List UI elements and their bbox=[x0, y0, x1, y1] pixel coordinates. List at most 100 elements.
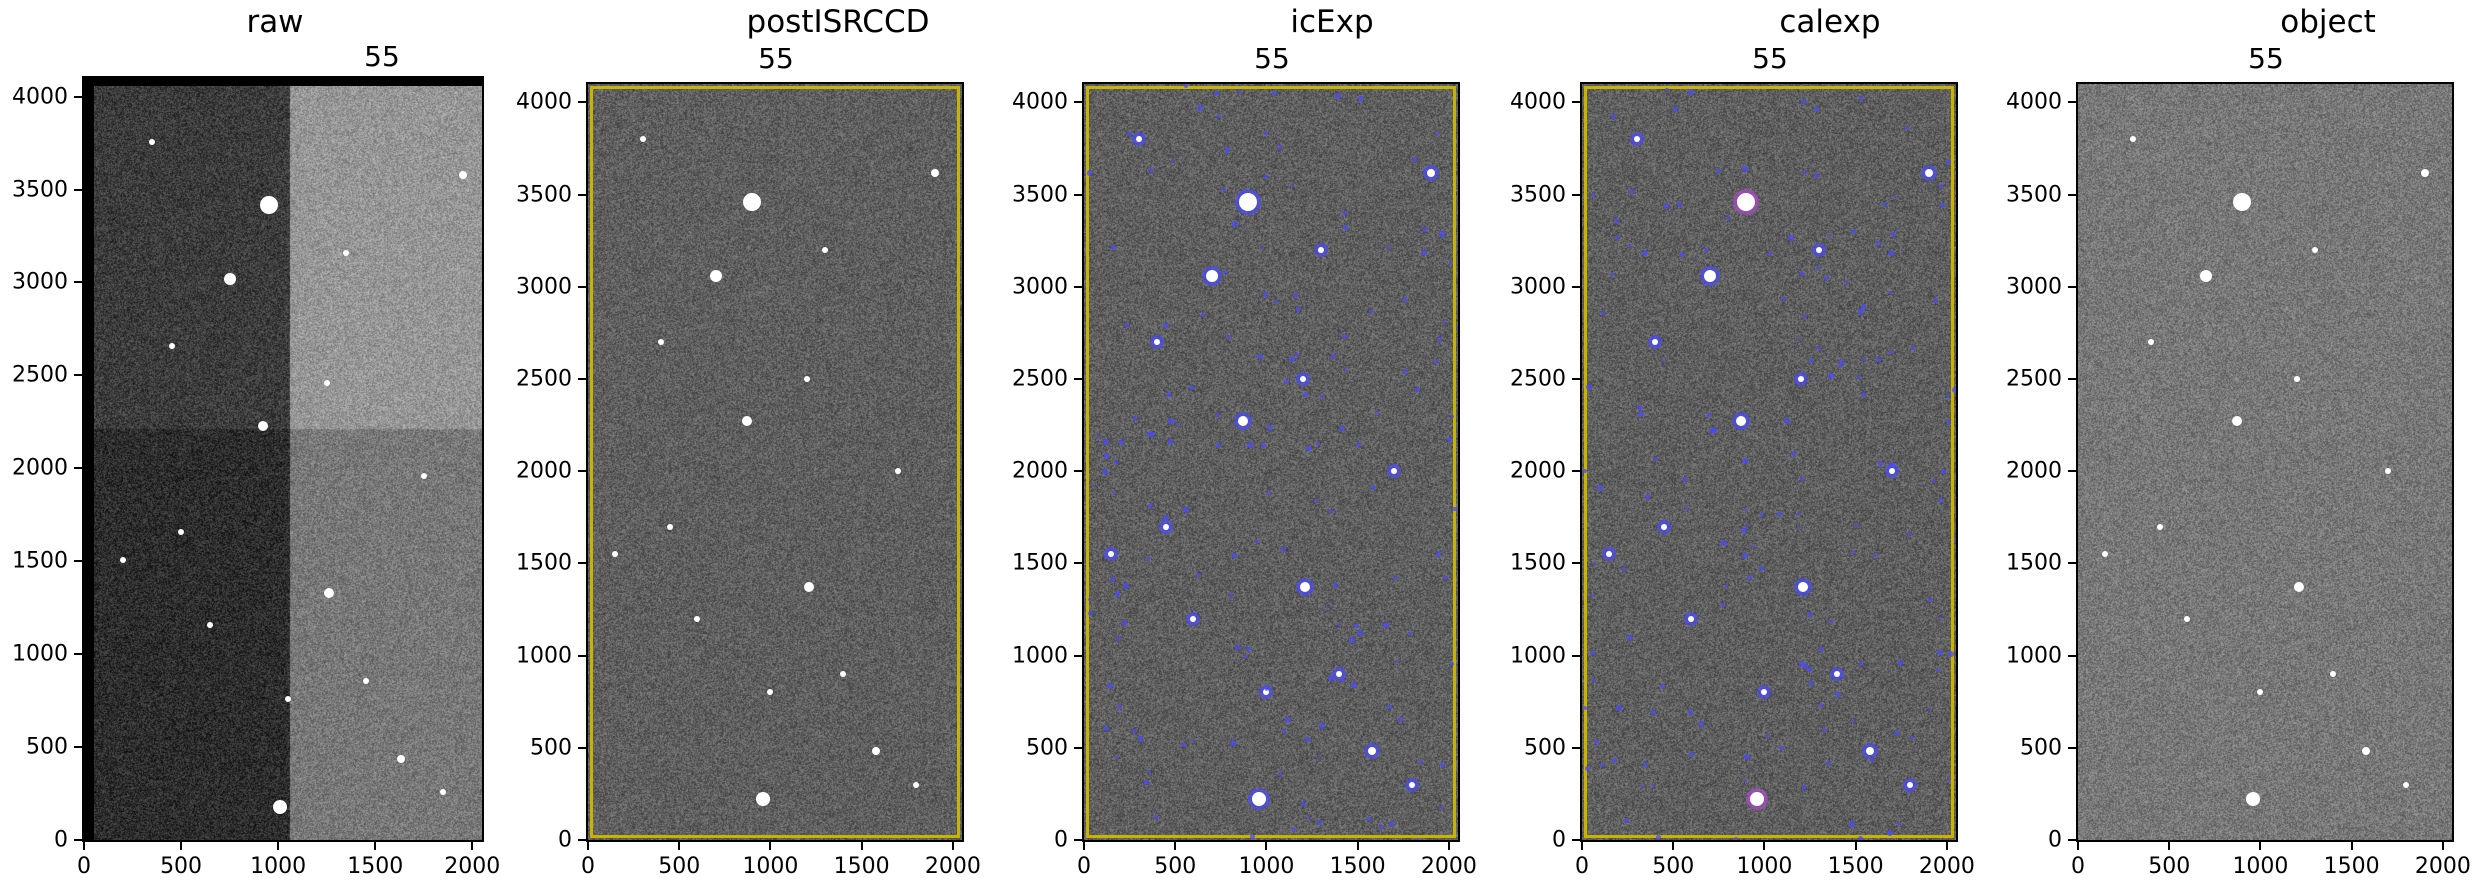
star-source bbox=[2257, 689, 2264, 696]
star-source bbox=[1108, 551, 1115, 558]
star-source bbox=[207, 621, 214, 628]
star-source bbox=[440, 789, 447, 796]
star-source bbox=[1661, 523, 1668, 530]
star-source bbox=[1737, 193, 1756, 211]
y-tick bbox=[1074, 378, 1082, 381]
y-tick-label: 3000 bbox=[1510, 274, 1566, 300]
detection-footprint bbox=[1641, 250, 1648, 257]
x-tick bbox=[180, 842, 183, 850]
detection-footprint bbox=[1271, 90, 1278, 96]
detection-footprint bbox=[1122, 620, 1128, 626]
star-source bbox=[1924, 168, 1933, 177]
detection-footprint bbox=[1103, 726, 1110, 732]
detection-footprint bbox=[1229, 593, 1233, 597]
detection-footprint bbox=[1779, 745, 1784, 751]
detection-footprint bbox=[1096, 435, 1100, 439]
x-tick-label: 0 bbox=[1077, 854, 1091, 879]
detection-footprint bbox=[1402, 297, 1408, 302]
detection-footprint bbox=[1815, 265, 1820, 270]
detection-footprint bbox=[1937, 649, 1943, 656]
star-source bbox=[1263, 689, 1270, 696]
detection-footprint bbox=[1627, 634, 1634, 641]
star-source bbox=[323, 588, 334, 599]
detection-footprint bbox=[1897, 821, 1902, 826]
panel-frame-number: 55 bbox=[364, 40, 400, 73]
detection-footprint bbox=[1103, 453, 1110, 459]
star-source bbox=[694, 615, 701, 622]
detection-footprint bbox=[1260, 247, 1264, 251]
detection-footprint bbox=[1115, 756, 1119, 760]
detection-footprint bbox=[1768, 251, 1772, 256]
y-tick bbox=[1572, 101, 1580, 104]
detection-footprint bbox=[1609, 272, 1614, 278]
x-tick-label: 0 bbox=[581, 854, 595, 879]
x-tick-label: 1000 bbox=[250, 854, 307, 879]
detection-footprint bbox=[1585, 766, 1591, 772]
y-tick bbox=[74, 653, 82, 656]
y-tick-label: 500 bbox=[1026, 735, 1068, 761]
y-tick bbox=[1572, 562, 1580, 565]
detection-footprint bbox=[1857, 375, 1861, 380]
detection-footprint bbox=[1859, 661, 1864, 666]
detection-footprint bbox=[1354, 624, 1359, 629]
y-tick-label: 1000 bbox=[1012, 643, 1068, 669]
y-tick-label: 4000 bbox=[12, 84, 68, 110]
detection-footprint bbox=[1684, 506, 1689, 510]
detection-footprint bbox=[1721, 540, 1727, 546]
detection-footprint bbox=[1890, 231, 1896, 237]
detection-footprint bbox=[1829, 620, 1834, 625]
star-source bbox=[2184, 615, 2191, 622]
detection-footprint bbox=[1237, 88, 1242, 93]
detection-footprint bbox=[1277, 144, 1283, 150]
detection-footprint bbox=[1214, 90, 1219, 96]
y-tick-label: 2500 bbox=[1510, 366, 1566, 392]
panel-title: raw bbox=[246, 4, 304, 40]
detection-footprint bbox=[1928, 598, 1932, 603]
detection-footprint bbox=[1858, 96, 1864, 102]
detection-footprint bbox=[1263, 291, 1268, 297]
image-frame bbox=[586, 82, 964, 842]
x-tick bbox=[1083, 842, 1085, 850]
star-source bbox=[1889, 468, 1896, 475]
y-tick bbox=[74, 281, 82, 284]
detection-footprint bbox=[1456, 327, 1458, 331]
detection-footprint bbox=[1711, 427, 1717, 433]
x-tick bbox=[678, 842, 681, 850]
detection-footprint bbox=[1281, 547, 1286, 552]
y-tick bbox=[1074, 193, 1082, 196]
y-tick-label: 2500 bbox=[2006, 366, 2062, 392]
y-tick bbox=[1572, 470, 1580, 473]
x-tick bbox=[2168, 842, 2171, 850]
detection-footprint bbox=[1267, 424, 1273, 431]
y-tick-label: 4000 bbox=[2006, 89, 2062, 115]
star-source bbox=[667, 523, 674, 530]
detection-footprint bbox=[1341, 678, 1345, 682]
detection-footprint bbox=[1148, 503, 1153, 509]
x-tick-label: 1000 bbox=[1736, 854, 1793, 879]
y-tick-label: 2000 bbox=[2006, 458, 2062, 484]
y-tick bbox=[578, 562, 586, 565]
detection-footprint bbox=[1906, 532, 1911, 537]
detection-footprint bbox=[1610, 114, 1616, 119]
star-source bbox=[257, 421, 268, 432]
detection-footprint bbox=[1946, 159, 1951, 165]
detection-footprint bbox=[1149, 431, 1155, 438]
detection-footprint bbox=[1889, 462, 1895, 468]
detection-footprint bbox=[1869, 757, 1875, 762]
y-tick-label: 500 bbox=[530, 735, 572, 761]
detection-footprint bbox=[1232, 221, 1239, 228]
detection-footprint bbox=[1787, 235, 1794, 241]
detection-footprint bbox=[1103, 438, 1110, 445]
detection-footprint bbox=[1615, 704, 1622, 711]
sky-image bbox=[1084, 84, 1458, 840]
y-tick bbox=[1572, 746, 1580, 749]
detection-footprint bbox=[1415, 838, 1421, 840]
detection-footprint bbox=[1828, 373, 1834, 379]
detection-footprint bbox=[1938, 183, 1944, 188]
y-tick bbox=[578, 378, 586, 381]
star-source bbox=[1239, 193, 1258, 211]
detection-footprint bbox=[1854, 524, 1859, 529]
detection-footprint bbox=[1318, 722, 1325, 729]
y-tick bbox=[74, 467, 82, 470]
detection-footprint bbox=[1245, 646, 1251, 652]
